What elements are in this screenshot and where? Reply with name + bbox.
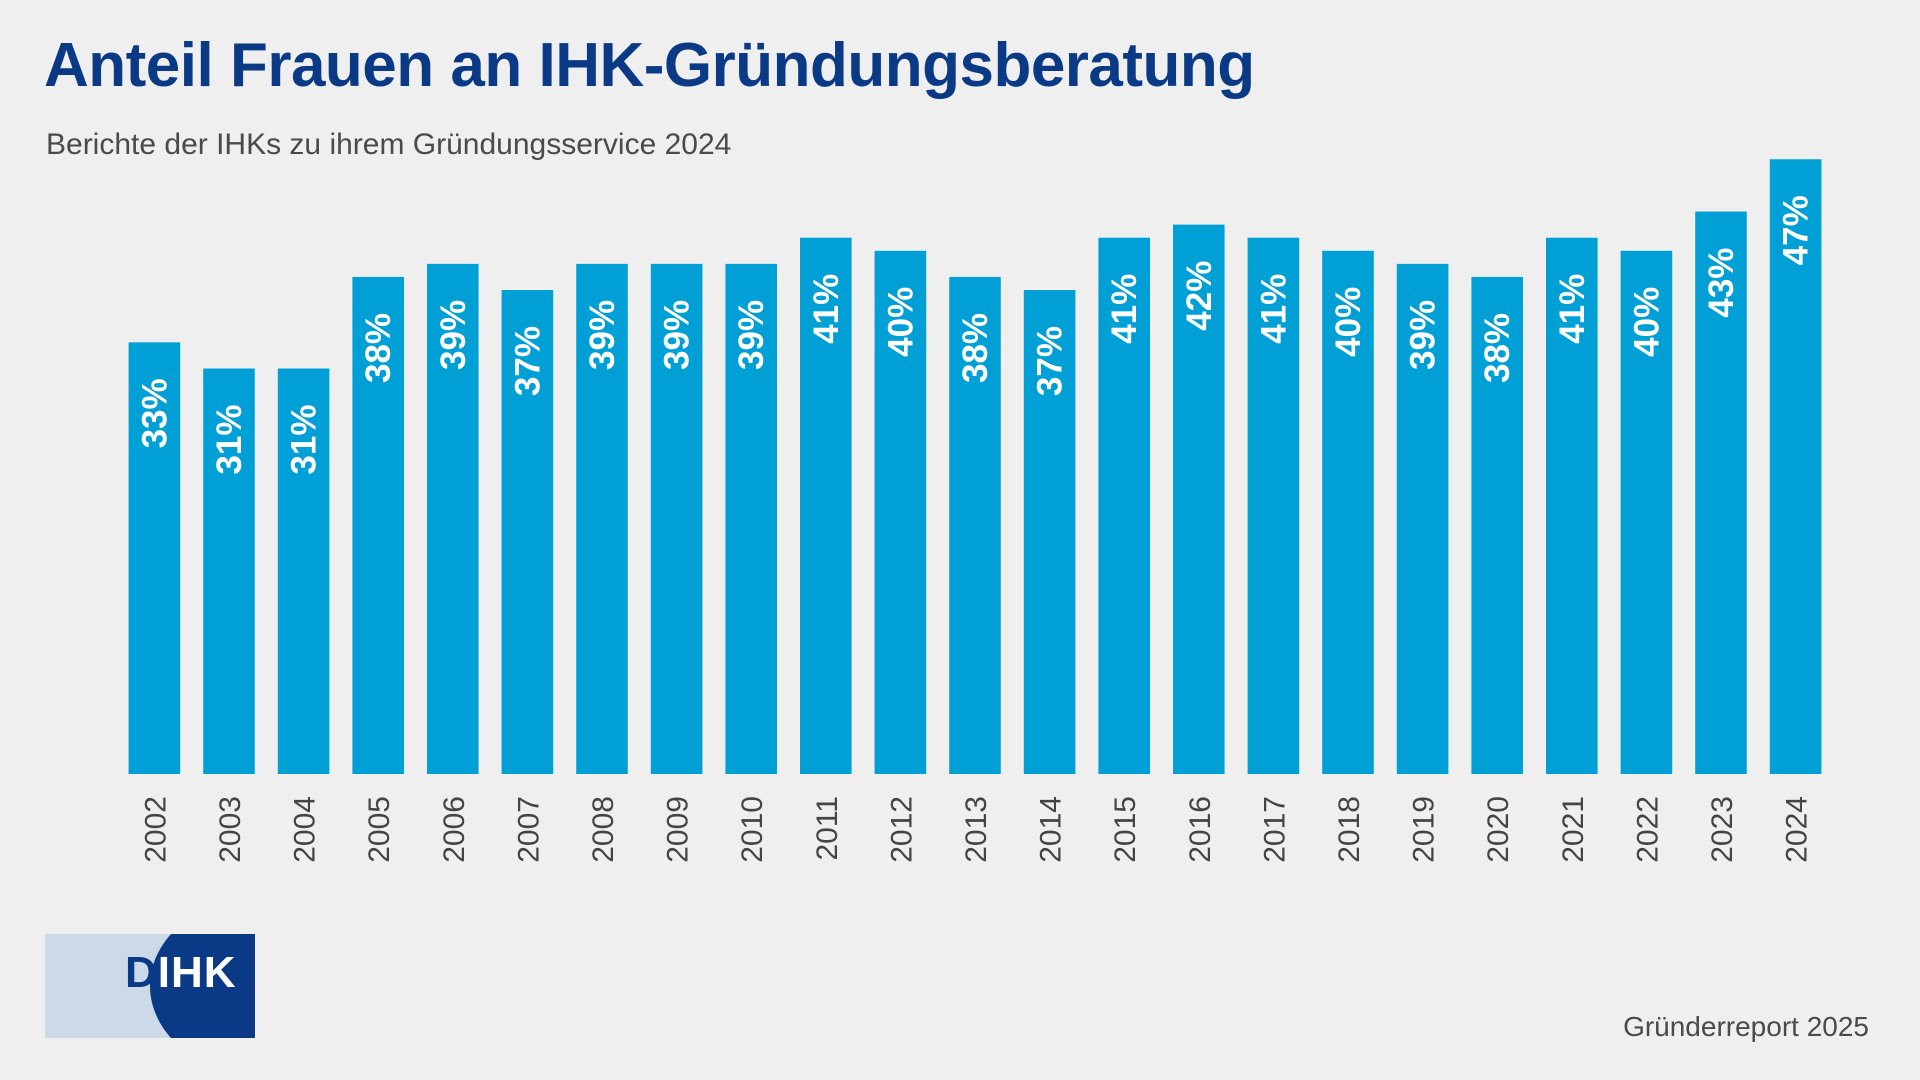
data-label-2009: 39% <box>658 300 697 370</box>
bar-2020 <box>1471 276 1523 774</box>
x-tick-label-2022: 2022 <box>1631 796 1664 863</box>
data-label-2008: 39% <box>583 300 622 370</box>
x-tick-label-2005: 2005 <box>363 796 396 863</box>
x-tick-label-2012: 2012 <box>885 796 918 863</box>
chart-subtitle: Berichte der IHKs zu ihrem Gründungsserv… <box>46 128 732 161</box>
x-tick-label-2004: 2004 <box>289 796 322 863</box>
x-tick-label-2014: 2014 <box>1035 796 1068 863</box>
x-tick-label-2021: 2021 <box>1557 796 1590 863</box>
bar-2004 <box>277 368 330 774</box>
bar-2005 <box>352 276 404 774</box>
bar-2014 <box>1023 290 1076 774</box>
x-tick-label-2013: 2013 <box>960 796 993 863</box>
data-label-2007: 37% <box>508 326 547 396</box>
x-tick-label-2019: 2019 <box>1408 796 1441 863</box>
bar-2002 <box>128 342 181 774</box>
data-label-2014: 37% <box>1031 326 1070 396</box>
bar-2021 <box>1546 237 1598 775</box>
bar-2003 <box>203 368 255 774</box>
bar-2022 <box>1620 250 1673 775</box>
data-label-2004: 31% <box>285 405 324 475</box>
x-tick-label-2016: 2016 <box>1184 796 1217 863</box>
x-tick-label-2023: 2023 <box>1706 796 1739 863</box>
x-tick-label-2002: 2002 <box>139 796 172 863</box>
source-footer: Gründerreport 2025 <box>1623 1011 1869 1042</box>
x-tick-label-2015: 2015 <box>1109 796 1142 863</box>
data-label-2017: 41% <box>1254 274 1293 344</box>
data-label-2012: 40% <box>881 287 920 357</box>
data-label-2021: 41% <box>1553 274 1592 344</box>
data-label-2003: 31% <box>210 405 249 475</box>
bar-2019 <box>1396 263 1449 774</box>
bar-2015 <box>1098 237 1150 775</box>
bar-2006 <box>427 263 479 774</box>
x-tick-label-2011: 2011 <box>811 796 844 861</box>
x-tick-label-2024: 2024 <box>1781 796 1814 863</box>
x-tick-label-2017: 2017 <box>1258 796 1291 863</box>
data-label-2011: 41% <box>807 274 846 344</box>
bar-2024 <box>1769 159 1822 775</box>
data-label-2010: 39% <box>732 300 771 370</box>
bar-2007 <box>501 290 554 774</box>
data-label-2020: 38% <box>1478 313 1517 383</box>
x-tick-label-2003: 2003 <box>214 796 247 863</box>
bar-2016 <box>1173 224 1225 774</box>
x-tick-label-2006: 2006 <box>438 796 471 863</box>
bar-2010 <box>725 263 777 774</box>
bar-2017 <box>1247 237 1300 775</box>
x-tick-label-2020: 2020 <box>1482 796 1515 863</box>
bar-2018 <box>1322 250 1374 775</box>
data-label-2013: 38% <box>956 313 995 383</box>
x-tick-label-2009: 2009 <box>662 796 695 863</box>
x-tick-label-2008: 2008 <box>587 796 620 863</box>
data-label-2023: 43% <box>1702 248 1741 318</box>
data-label-2019: 39% <box>1404 300 1443 370</box>
data-label-2002: 33% <box>135 378 174 448</box>
data-label-2005: 38% <box>359 313 398 383</box>
data-label-2016: 42% <box>1180 261 1219 331</box>
dihk-logo: DIHK <box>45 934 255 1038</box>
bar-2009 <box>650 263 703 774</box>
bar-2008 <box>576 263 628 774</box>
data-label-2015: 41% <box>1105 274 1144 344</box>
data-label-2024: 47% <box>1777 195 1816 265</box>
x-tick-label-2018: 2018 <box>1333 796 1366 863</box>
data-label-2018: 40% <box>1329 287 1368 357</box>
bar-2011 <box>800 237 852 775</box>
data-label-2022: 40% <box>1627 287 1666 357</box>
bar-2012 <box>874 250 927 775</box>
x-tick-label-2010: 2010 <box>736 796 769 863</box>
data-label-2006: 39% <box>434 300 473 370</box>
bar-2023 <box>1695 211 1747 774</box>
bar-2013 <box>949 276 1001 774</box>
chart-title: Anteil Frauen an IHK-Gründungsberatung <box>44 31 1255 100</box>
x-tick-label-2007: 2007 <box>512 796 545 863</box>
